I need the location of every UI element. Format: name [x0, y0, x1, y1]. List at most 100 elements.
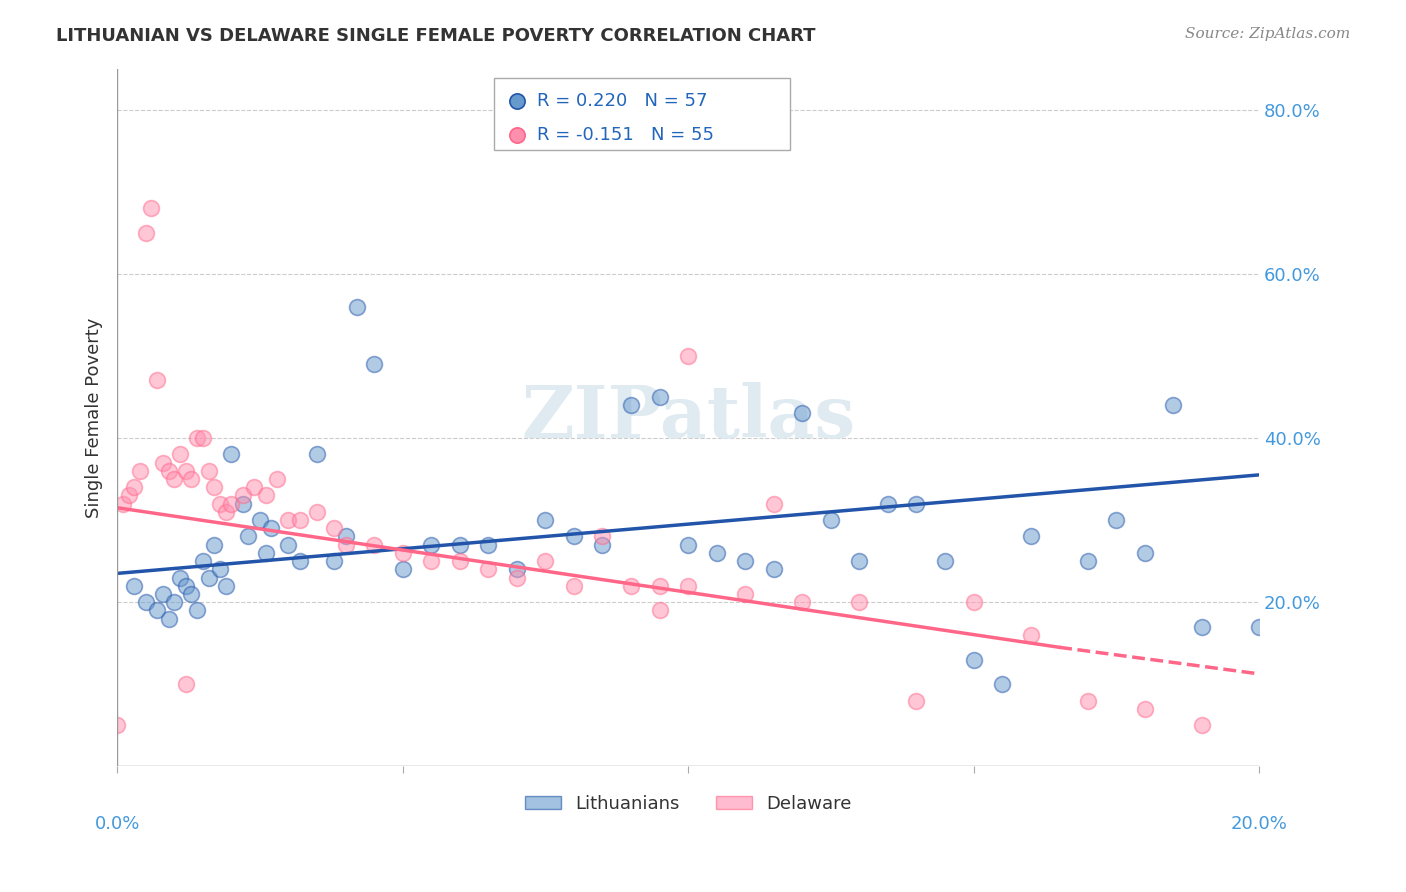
Point	[124, 480, 146, 494]
Point	[191, 554, 214, 568]
Point	[876, 497, 898, 511]
Point	[105, 718, 128, 732]
Point	[157, 611, 180, 625]
Point	[676, 538, 699, 552]
Point	[152, 587, 174, 601]
Point	[620, 579, 643, 593]
Point	[391, 546, 413, 560]
Point	[238, 529, 260, 543]
Point	[1133, 546, 1156, 560]
Point	[1191, 718, 1213, 732]
Text: ZIPatlas: ZIPatlas	[522, 382, 855, 453]
Point	[124, 579, 146, 593]
Point	[197, 570, 219, 584]
Point	[534, 554, 557, 568]
Point	[734, 587, 756, 601]
Point	[208, 562, 231, 576]
Point	[1163, 398, 1185, 412]
Point	[117, 488, 139, 502]
Y-axis label: Single Female Poverty: Single Female Poverty	[86, 318, 103, 517]
Point	[363, 357, 385, 371]
Point	[562, 529, 585, 543]
Point	[848, 554, 870, 568]
Point	[202, 480, 225, 494]
Point	[346, 300, 368, 314]
Point	[152, 456, 174, 470]
Point	[820, 513, 842, 527]
Point	[214, 579, 236, 593]
Point	[208, 497, 231, 511]
Point	[1077, 554, 1099, 568]
Point	[391, 562, 413, 576]
Point	[221, 497, 243, 511]
Point	[1191, 620, 1213, 634]
Point	[163, 595, 186, 609]
Point	[232, 497, 254, 511]
Legend: Lithuanians, Delaware: Lithuanians, Delaware	[517, 788, 859, 820]
Point	[135, 226, 157, 240]
Point	[792, 406, 814, 420]
Point	[174, 677, 197, 691]
Text: R = -0.151   N = 55: R = -0.151 N = 55	[537, 126, 714, 144]
Point	[962, 595, 984, 609]
Point	[648, 390, 671, 404]
Point	[962, 652, 984, 666]
FancyBboxPatch shape	[494, 78, 790, 150]
Point	[1247, 620, 1270, 634]
Point	[477, 562, 499, 576]
Point	[934, 554, 956, 568]
Point	[169, 570, 191, 584]
Point	[135, 595, 157, 609]
Point	[734, 554, 756, 568]
Point	[202, 538, 225, 552]
Point	[848, 595, 870, 609]
Point	[905, 497, 928, 511]
Point	[477, 538, 499, 552]
Point	[157, 464, 180, 478]
Point	[266, 472, 288, 486]
Point	[129, 464, 152, 478]
Point	[254, 488, 277, 502]
Point	[305, 447, 328, 461]
Point	[648, 603, 671, 617]
Point	[191, 431, 214, 445]
Point	[562, 579, 585, 593]
Point	[305, 505, 328, 519]
Point	[335, 529, 357, 543]
Point	[254, 546, 277, 560]
Point	[141, 201, 163, 215]
Point	[288, 554, 311, 568]
Text: LITHUANIAN VS DELAWARE SINGLE FEMALE POVERTY CORRELATION CHART: LITHUANIAN VS DELAWARE SINGLE FEMALE POV…	[56, 27, 815, 45]
Point	[180, 472, 202, 486]
Point	[506, 562, 529, 576]
Text: R = 0.220   N = 57: R = 0.220 N = 57	[537, 92, 707, 111]
Point	[420, 538, 443, 552]
Point	[146, 603, 169, 617]
Point	[243, 480, 266, 494]
Point	[232, 488, 254, 502]
Point	[288, 513, 311, 527]
Text: 0.0%: 0.0%	[94, 815, 139, 833]
Point	[449, 554, 471, 568]
Point	[186, 431, 208, 445]
Point	[1133, 702, 1156, 716]
Point	[197, 464, 219, 478]
Point	[277, 538, 299, 552]
Point	[449, 538, 471, 552]
Point	[146, 374, 169, 388]
Point	[221, 447, 243, 461]
Point	[1077, 693, 1099, 707]
Point	[323, 521, 346, 535]
Point	[420, 554, 443, 568]
Point	[676, 579, 699, 593]
Point	[706, 546, 728, 560]
Point	[648, 579, 671, 593]
Point	[186, 603, 208, 617]
Point	[676, 349, 699, 363]
Point	[1019, 529, 1042, 543]
Point	[180, 587, 202, 601]
Point	[277, 513, 299, 527]
Point	[174, 579, 197, 593]
Point	[174, 464, 197, 478]
Point	[363, 538, 385, 552]
